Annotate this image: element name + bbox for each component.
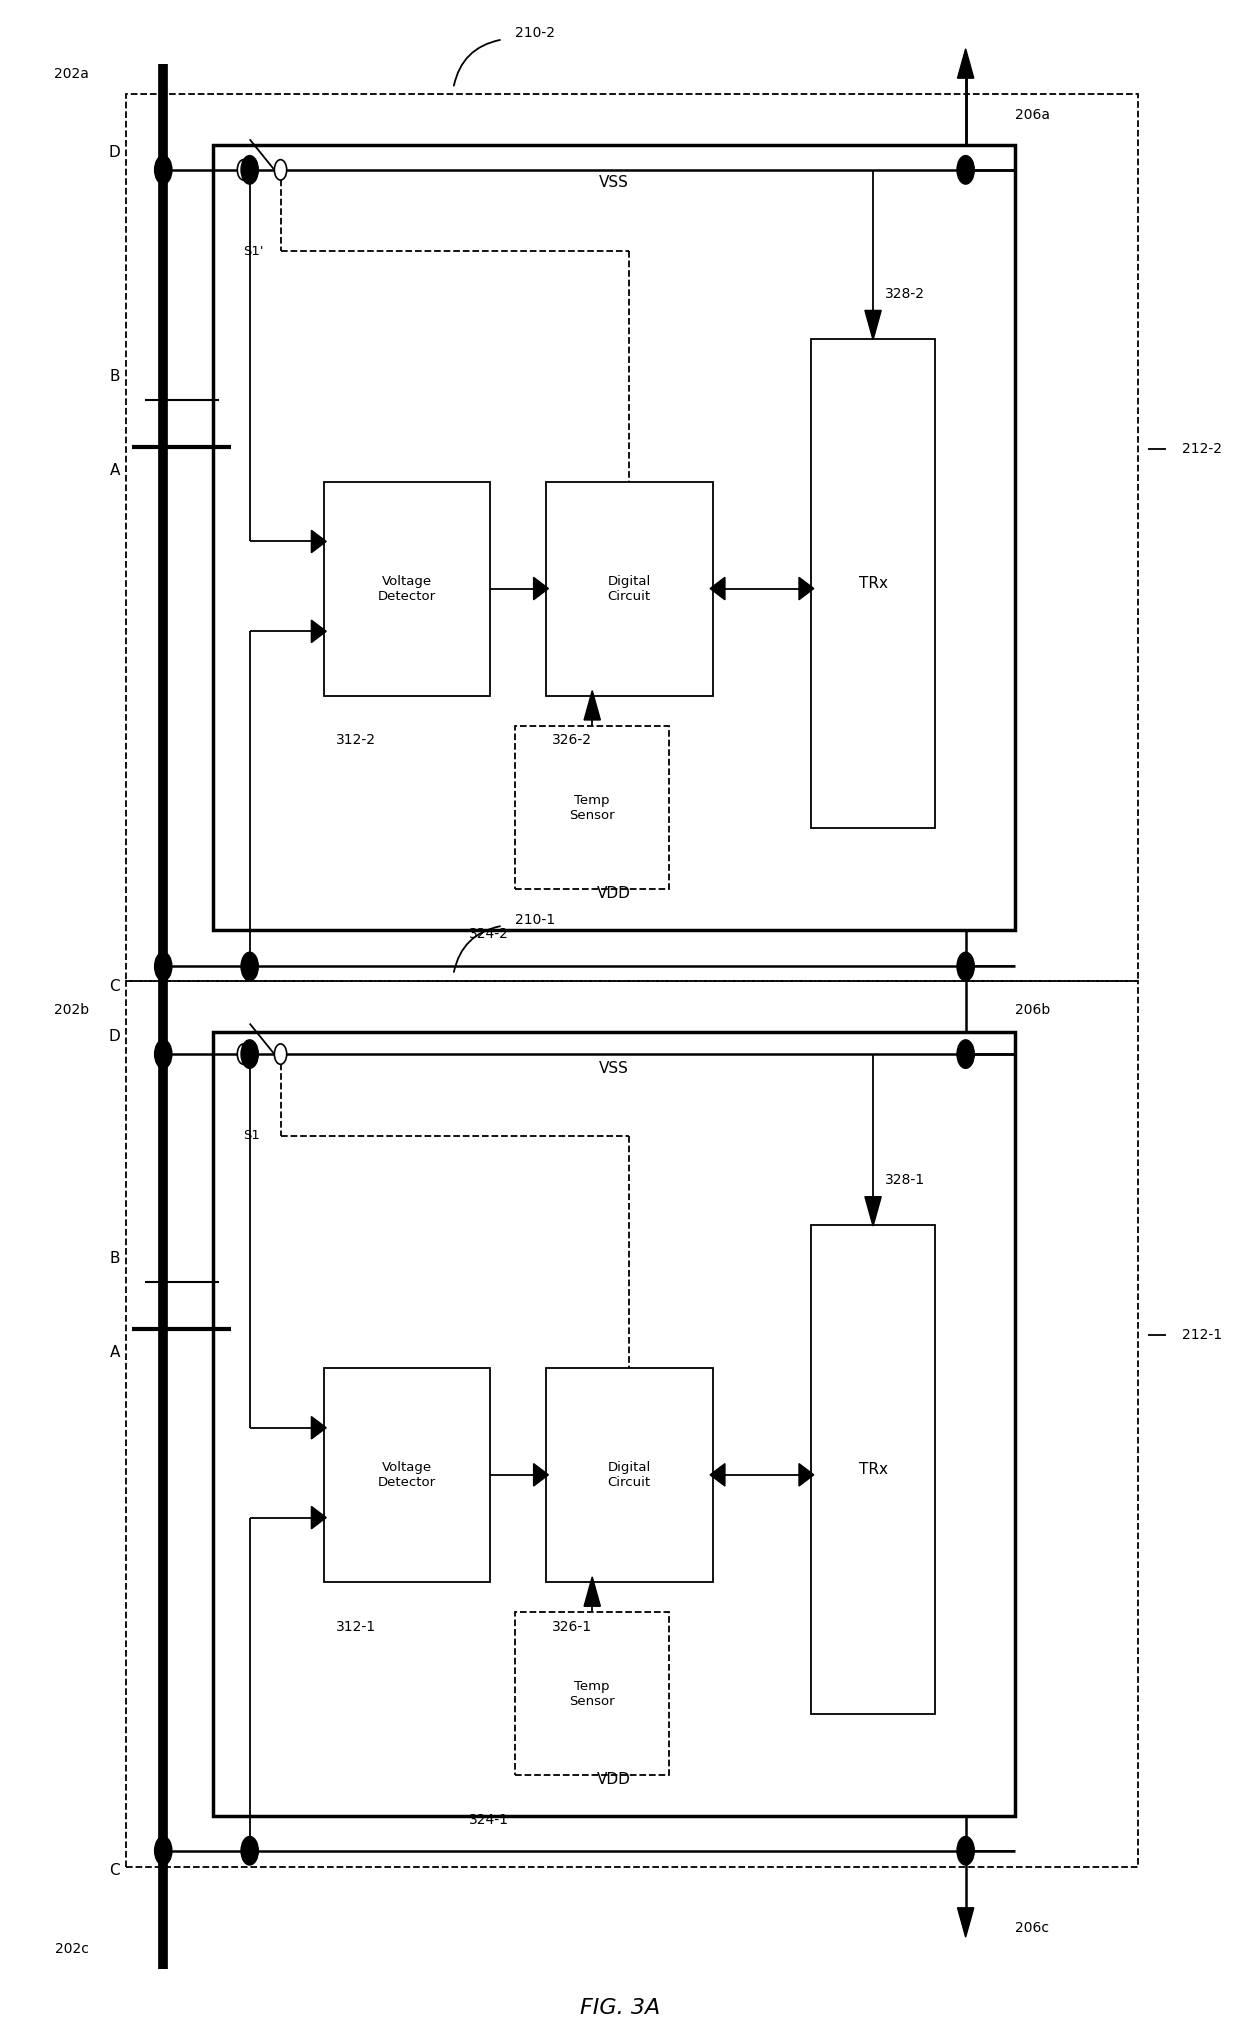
Polygon shape [866, 1197, 882, 1226]
Text: Temp
Sensor: Temp Sensor [569, 793, 615, 821]
Text: 210-2: 210-2 [515, 27, 556, 41]
Text: C: C [109, 1863, 120, 1878]
Text: 212-1: 212-1 [1182, 1328, 1221, 1342]
Text: VDD: VDD [596, 1771, 631, 1788]
Text: Digital
Circuit: Digital Circuit [608, 574, 651, 603]
Text: 202b: 202b [55, 1003, 89, 1017]
Polygon shape [311, 621, 326, 644]
Bar [212, 1032, 1016, 1816]
Polygon shape [866, 311, 882, 339]
Bar [324, 1369, 490, 1581]
Circle shape [957, 155, 975, 184]
Circle shape [274, 1044, 286, 1064]
Text: 202c: 202c [56, 1941, 89, 1955]
Circle shape [957, 952, 975, 981]
Polygon shape [799, 1463, 813, 1485]
Circle shape [241, 1040, 258, 1068]
Text: S1: S1 [243, 1130, 260, 1142]
Text: 324-1: 324-1 [469, 1814, 508, 1826]
Text: FIG. 3A: FIG. 3A [580, 1998, 660, 2018]
Polygon shape [311, 1506, 326, 1528]
Circle shape [274, 159, 286, 180]
Text: 202a: 202a [55, 67, 89, 82]
Text: C: C [109, 979, 120, 993]
Circle shape [241, 155, 258, 184]
Bar [811, 339, 935, 827]
Polygon shape [533, 578, 548, 601]
Text: TRx: TRx [858, 1463, 888, 1477]
Circle shape [155, 155, 172, 184]
Bar [126, 94, 1138, 981]
Text: VSS: VSS [599, 1060, 629, 1077]
Text: Temp
Sensor: Temp Sensor [569, 1679, 615, 1708]
Polygon shape [311, 1416, 326, 1438]
Bar [546, 1369, 713, 1581]
Bar [515, 1612, 670, 1775]
Text: 206a: 206a [1016, 108, 1050, 123]
Text: D: D [108, 1030, 120, 1044]
Polygon shape [584, 691, 600, 719]
Bar [546, 482, 713, 695]
Polygon shape [311, 531, 326, 554]
Text: 328-1: 328-1 [885, 1173, 925, 1187]
Bar [126, 981, 1138, 1867]
Text: 326-1: 326-1 [552, 1620, 593, 1634]
Circle shape [155, 1040, 172, 1068]
Circle shape [241, 1837, 258, 1865]
Text: 206b: 206b [1016, 1003, 1050, 1017]
Circle shape [155, 952, 172, 981]
Text: B: B [109, 1250, 120, 1267]
Text: VSS: VSS [599, 174, 629, 190]
Circle shape [957, 1837, 975, 1865]
Polygon shape [711, 578, 725, 601]
Text: 210-1: 210-1 [515, 913, 556, 928]
Circle shape [237, 159, 249, 180]
Text: D: D [108, 145, 120, 159]
Text: A: A [109, 1346, 120, 1361]
Polygon shape [584, 1577, 600, 1606]
Polygon shape [799, 578, 813, 601]
Text: S1': S1' [243, 245, 264, 257]
Text: 326-2: 326-2 [552, 733, 593, 748]
Polygon shape [957, 49, 973, 78]
Text: 312-1: 312-1 [336, 1620, 376, 1634]
Circle shape [155, 1837, 172, 1865]
Text: Digital
Circuit: Digital Circuit [608, 1461, 651, 1489]
Text: 212-2: 212-2 [1182, 441, 1221, 456]
Text: Voltage
Detector: Voltage Detector [378, 1461, 436, 1489]
Text: 206c: 206c [1016, 1920, 1049, 1935]
Bar [811, 1226, 935, 1714]
Text: VDD: VDD [596, 887, 631, 901]
Text: TRx: TRx [858, 576, 888, 590]
Text: 324-2: 324-2 [469, 928, 508, 942]
Text: 312-2: 312-2 [336, 733, 376, 748]
Text: A: A [109, 464, 120, 478]
Bar [515, 725, 670, 889]
Text: B: B [109, 370, 120, 384]
Polygon shape [957, 1908, 973, 1937]
Text: Voltage
Detector: Voltage Detector [378, 574, 436, 603]
Polygon shape [711, 1463, 725, 1485]
Bar [212, 145, 1016, 930]
Circle shape [241, 952, 258, 981]
Circle shape [957, 1040, 975, 1068]
Polygon shape [533, 1463, 548, 1485]
Circle shape [237, 1044, 249, 1064]
Bar [324, 482, 490, 695]
Text: 328-2: 328-2 [885, 288, 925, 300]
